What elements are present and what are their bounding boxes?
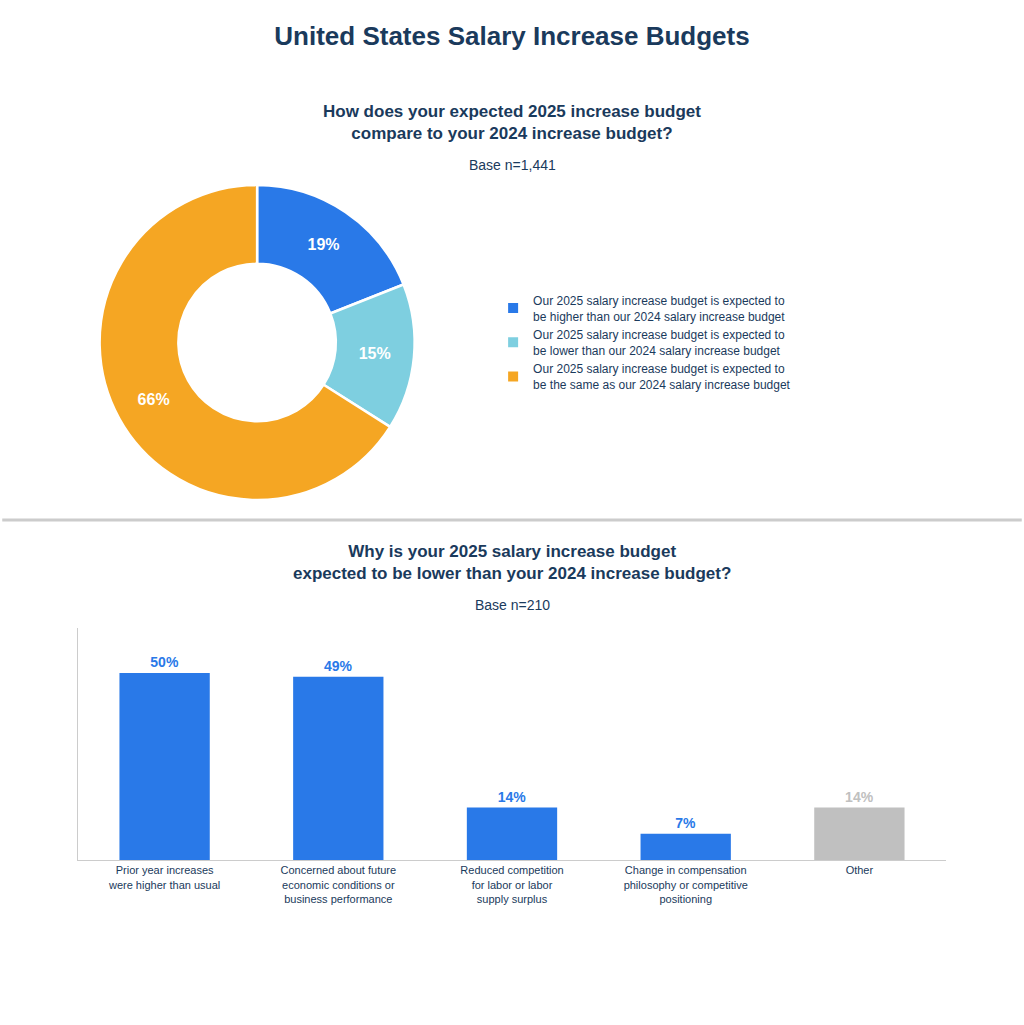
svg-text:How does your expected 2025 in: How does your expected 2025 increase bud… [323,102,701,143]
svg-text:19%: 19% [308,236,340,253]
svg-text:Other: Other [846,864,874,876]
svg-text:Our 2025 salary increase budge: Our 2025 salary increase budget is expec… [533,328,785,358]
svg-text:Base n=1,441: Base n=1,441 [469,157,556,173]
svg-text:7%: 7% [675,815,696,831]
svg-text:Reduced competitionfor labor o: Reduced competitionfor labor or laborsup… [460,864,563,905]
svg-text:United States Salary Increase: United States Salary Increase Budgets [274,21,749,51]
svg-text:15%: 15% [359,345,391,362]
svg-text:Our 2025 salary increase budge: Our 2025 salary increase budget is expec… [533,294,785,324]
svg-text:Concerned about futureeconomic: Concerned about futureeconomic condition… [281,864,397,905]
svg-text:Base n=210: Base n=210 [475,597,550,613]
svg-text:Prior year increaseswere highe: Prior year increaseswere higher than usu… [108,864,220,890]
svg-text:66%: 66% [138,391,170,408]
svg-text:Our 2025 salary increase budge: Our 2025 salary increase budget is expec… [533,362,790,392]
svg-text:14%: 14% [498,789,527,805]
svg-text:Why is your 2025 salary increa: Why is your 2025 salary increase budgete… [293,542,731,583]
svg-text:50%: 50% [150,654,179,670]
svg-text:14%: 14% [845,789,874,805]
svg-text:49%: 49% [324,658,353,674]
svg-text:Change in compensationphilosop: Change in compensationphilosophy or comp… [624,864,748,905]
